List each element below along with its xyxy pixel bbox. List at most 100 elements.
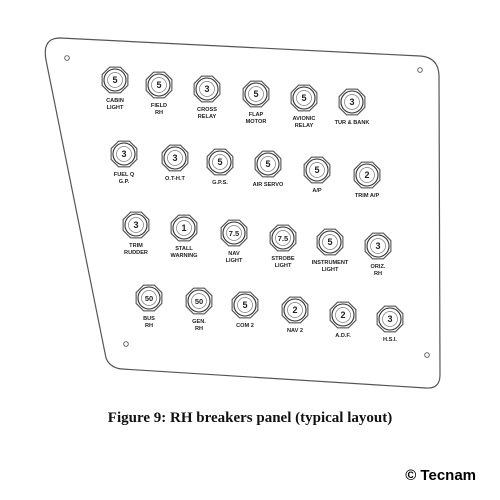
breaker-button [167, 150, 183, 166]
breaker-button [359, 167, 375, 183]
breaker-label: ORIZ. [371, 264, 386, 270]
breaker-button [275, 230, 291, 246]
breaker-button [248, 86, 264, 102]
breaker-button [309, 162, 325, 178]
breaker-rating: 5 [112, 75, 117, 85]
figure-caption: Figure 9: RH breakers panel (typical lay… [107, 410, 393, 426]
breaker-rating: 5 [217, 157, 222, 167]
breaker-label: RELAY [198, 114, 217, 120]
mounting-screw [417, 67, 423, 73]
mounting-screw [424, 352, 430, 358]
circuit-breaker[interactable]: 2 NAV 2 [281, 296, 309, 334]
breaker-button [191, 293, 207, 309]
circuit-breaker[interactable]: 2 A.D.F. [329, 301, 357, 339]
breaker-label: A/P [312, 188, 322, 194]
breaker-label: TUR & BANK [335, 120, 370, 126]
breaker-button [107, 72, 123, 88]
breaker-button [382, 311, 398, 327]
circuit-breaker[interactable]: 3 FUEL QG.P. [110, 140, 138, 185]
breaker-rating: 5 [242, 300, 247, 310]
breaker-button [322, 234, 338, 250]
breaker-rating: 2 [292, 305, 297, 315]
breaker-label: TRIM [129, 243, 143, 249]
breaker-label: LIGHT [107, 105, 124, 111]
breaker-rating: 3 [375, 241, 380, 251]
breaker-label: FLAP [249, 112, 264, 118]
breaker-label: A.D.F. [335, 333, 351, 339]
breaker-rating: 1 [181, 223, 186, 233]
mounting-screw [123, 341, 129, 347]
breaker-label: G.P.S. [212, 180, 228, 186]
copyright-notice: © Tecnam [405, 467, 476, 484]
breaker-rating: 50 [145, 294, 153, 303]
breaker-rating: 5 [327, 237, 332, 247]
circuit-breaker[interactable]: 5 COM 2 [231, 291, 259, 329]
breaker-label: INSTRUMENT [312, 260, 349, 266]
breaker-rating: 3 [349, 97, 354, 107]
breaker-label: BUS [143, 316, 155, 322]
breaker-label: O.T-H.T [165, 176, 185, 182]
breaker-rating: 5 [253, 89, 258, 99]
breaker-button [176, 220, 192, 236]
breaker-label: WARNING [170, 253, 197, 259]
circuit-breaker[interactable]: 3 ORIZ.RH [364, 232, 392, 277]
circuit-breaker[interactable]: 50 GEN.RH [185, 287, 213, 332]
circuit-breaker[interactable]: 3 TUR & BANK [335, 88, 370, 126]
breaker-rating: 5 [156, 80, 161, 90]
mounting-screw [64, 55, 70, 61]
breaker-rating: 5 [265, 159, 270, 169]
breaker-rating: 3 [133, 220, 138, 230]
breaker-button [260, 156, 276, 172]
breaker-button [237, 297, 253, 313]
breaker-button [199, 81, 215, 97]
circuit-breaker[interactable]: 2 TRIM A/P [353, 161, 381, 199]
breaker-button [335, 307, 351, 323]
breaker-rating: 3 [172, 153, 177, 163]
breaker-label: RH [145, 323, 153, 329]
breaker-label: RELAY [295, 123, 314, 129]
breaker-button [296, 90, 312, 106]
breaker-rating: 7.5 [278, 234, 288, 243]
breaker-rating: 2 [364, 170, 369, 180]
circuit-breaker[interactable]: 5 AIR SERVO [253, 150, 284, 188]
breaker-rating: 3 [387, 314, 392, 324]
circuit-breaker[interactable]: 5 G.P.S. [206, 148, 234, 186]
breaker-label: H.S.I. [383, 337, 397, 343]
breaker-label: MOTOR [246, 119, 267, 125]
breaker-button [151, 77, 167, 93]
circuit-breaker[interactable]: 3 H.S.I. [376, 305, 404, 343]
breaker-button [116, 146, 132, 162]
breaker-rating: 2 [340, 310, 345, 320]
breaker-button [128, 217, 144, 233]
breaker-button [287, 302, 303, 318]
breaker-rating: 5 [301, 93, 306, 103]
breaker-button [370, 238, 386, 254]
breaker-label: FUEL Q [114, 172, 135, 178]
breaker-label: AIR SERVO [253, 182, 284, 188]
breaker-rating: 50 [195, 297, 203, 306]
circuit-breaker[interactable]: 3 O.T-H.T [161, 144, 189, 182]
breaker-label: TRIM A/P [355, 193, 380, 199]
breaker-label: RH [374, 271, 382, 277]
circuit-breaker[interactable]: 5 A/P [303, 156, 331, 194]
breaker-rating: 3 [121, 149, 126, 159]
breaker-label: RH [195, 326, 203, 332]
breaker-rating: 7.5 [229, 229, 239, 238]
breaker-label: FIELD [151, 103, 167, 109]
breaker-label: AVIONIC [293, 116, 316, 122]
breaker-label: COM 2 [236, 323, 254, 329]
breaker-button [141, 290, 157, 306]
breaker-label: STROBE [271, 256, 295, 262]
